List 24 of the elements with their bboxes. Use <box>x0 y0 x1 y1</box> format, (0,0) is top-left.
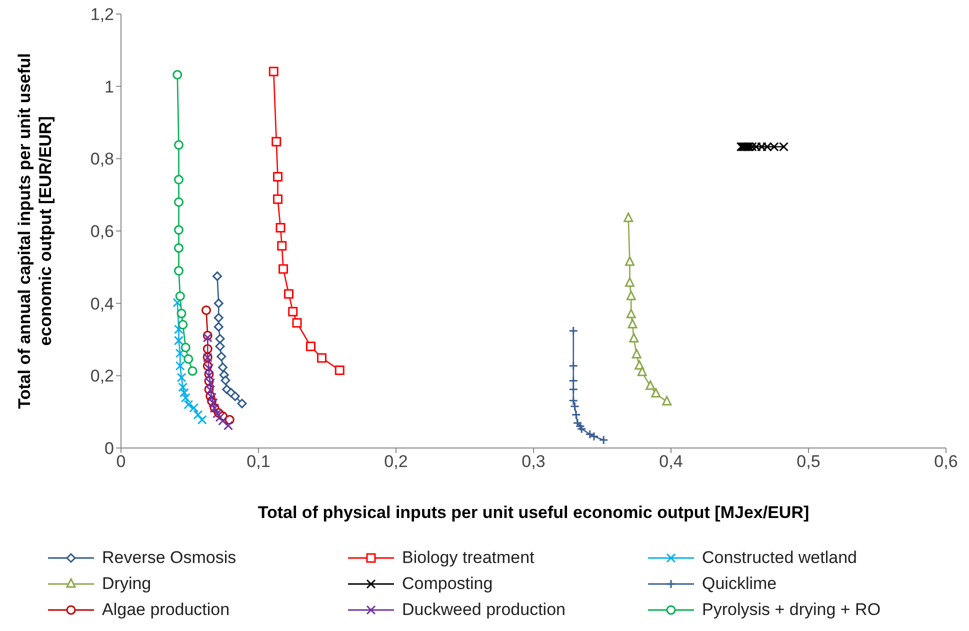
legend-label: Pyrolysis + drying + RO <box>702 600 881 620</box>
x-tick-label: 0,6 <box>934 452 958 472</box>
legend-label: Biology treatment <box>402 548 534 568</box>
legend-label: Algae production <box>102 600 230 620</box>
y-tick-label: 0,8 <box>90 150 114 169</box>
x-tick-label: 0,4 <box>659 452 683 472</box>
y-tick-label: 0 <box>104 439 114 458</box>
legend-label: Constructed wetland <box>702 548 857 568</box>
legend-label: Composting <box>402 574 493 594</box>
y-tick-label: 1 <box>104 77 114 96</box>
legend-label: Quicklime <box>702 574 777 594</box>
legend-label: Drying <box>102 574 152 594</box>
legend-label: Duckweed production <box>402 600 566 620</box>
x-axis-title: Total of physical inputs per unit useful economic output [MJex/EUR] <box>258 503 810 522</box>
x-tick-label: 0,1 <box>246 452 270 472</box>
y-axis-title: Total of annual capital inputs per unit useful economic output [EUR/EUR] <box>15 53 55 409</box>
legend-label: Reverse Osmosis <box>102 548 236 568</box>
y-tick-label: 0,6 <box>90 222 114 242</box>
y-tick-label: 1,2 <box>90 5 114 24</box>
x-tick-label: 0,2 <box>384 452 408 472</box>
y-tick-label: 0,4 <box>90 294 114 314</box>
x-tick-label: 0,5 <box>796 452 820 472</box>
y-tick-label: 0,2 <box>90 366 114 386</box>
x-tick-label: 0,3 <box>522 452 546 472</box>
